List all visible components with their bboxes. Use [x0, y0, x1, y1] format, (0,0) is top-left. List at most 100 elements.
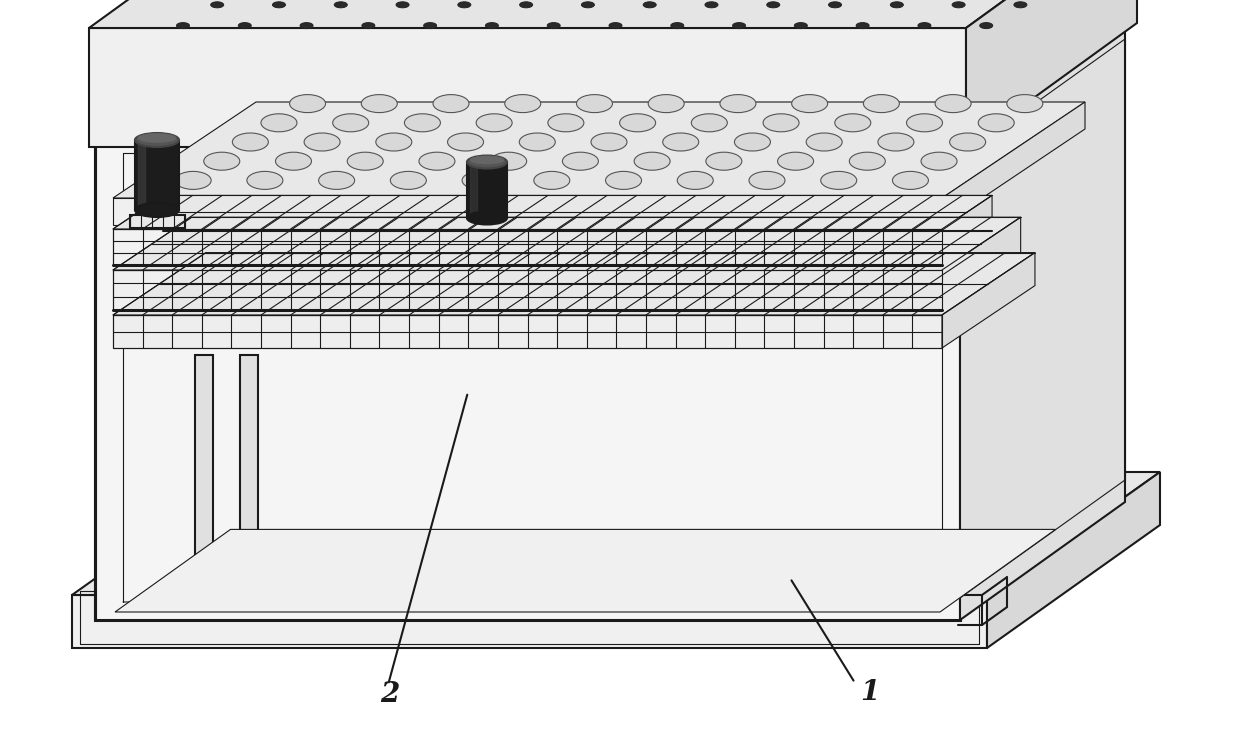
Ellipse shape	[582, 1, 594, 8]
Ellipse shape	[404, 114, 440, 132]
Ellipse shape	[361, 94, 397, 113]
Ellipse shape	[467, 156, 507, 169]
Ellipse shape	[734, 133, 770, 151]
Polygon shape	[470, 165, 477, 215]
Ellipse shape	[644, 1, 656, 8]
Ellipse shape	[396, 1, 409, 8]
Ellipse shape	[609, 23, 622, 29]
Ellipse shape	[980, 23, 993, 29]
Ellipse shape	[319, 171, 355, 189]
Ellipse shape	[376, 133, 412, 151]
Ellipse shape	[476, 114, 512, 132]
Ellipse shape	[763, 114, 799, 132]
Polygon shape	[113, 102, 1085, 198]
Text: 1: 1	[861, 680, 879, 706]
Ellipse shape	[733, 23, 745, 29]
FancyBboxPatch shape	[135, 140, 179, 210]
Ellipse shape	[505, 94, 541, 113]
Ellipse shape	[918, 23, 931, 29]
Ellipse shape	[706, 152, 742, 170]
Polygon shape	[89, 28, 966, 147]
Ellipse shape	[547, 23, 560, 29]
Polygon shape	[130, 215, 185, 228]
Ellipse shape	[591, 133, 627, 151]
Ellipse shape	[878, 133, 914, 151]
Polygon shape	[966, 0, 1137, 147]
Ellipse shape	[467, 211, 507, 224]
Ellipse shape	[1007, 94, 1043, 113]
Ellipse shape	[424, 23, 436, 29]
Ellipse shape	[662, 133, 698, 151]
Ellipse shape	[677, 171, 713, 189]
FancyBboxPatch shape	[467, 162, 507, 218]
Ellipse shape	[290, 94, 326, 113]
Ellipse shape	[749, 171, 785, 189]
Ellipse shape	[391, 171, 427, 189]
Ellipse shape	[135, 133, 179, 147]
Polygon shape	[942, 195, 992, 265]
Ellipse shape	[950, 133, 986, 151]
Polygon shape	[89, 0, 1137, 28]
Ellipse shape	[577, 94, 613, 113]
Ellipse shape	[260, 114, 296, 132]
Polygon shape	[113, 195, 992, 229]
Ellipse shape	[362, 23, 374, 29]
Ellipse shape	[238, 23, 252, 29]
Ellipse shape	[485, 23, 498, 29]
Polygon shape	[942, 253, 1035, 348]
Ellipse shape	[935, 94, 971, 113]
Ellipse shape	[273, 1, 285, 8]
Polygon shape	[195, 355, 213, 590]
Polygon shape	[95, 17, 1125, 135]
Ellipse shape	[863, 94, 899, 113]
Ellipse shape	[175, 171, 211, 189]
Ellipse shape	[795, 23, 807, 29]
Ellipse shape	[706, 1, 718, 8]
Ellipse shape	[563, 152, 599, 170]
Ellipse shape	[419, 152, 455, 170]
Ellipse shape	[692, 114, 728, 132]
Polygon shape	[95, 135, 960, 620]
Polygon shape	[113, 270, 942, 310]
Ellipse shape	[548, 114, 584, 132]
Ellipse shape	[304, 133, 340, 151]
Ellipse shape	[332, 114, 368, 132]
Polygon shape	[113, 198, 942, 225]
Ellipse shape	[520, 133, 556, 151]
Polygon shape	[113, 315, 942, 348]
Ellipse shape	[448, 133, 484, 151]
Ellipse shape	[463, 171, 498, 189]
Ellipse shape	[335, 1, 347, 8]
Polygon shape	[72, 472, 1159, 595]
Text: 2: 2	[381, 681, 399, 708]
Ellipse shape	[491, 152, 527, 170]
Ellipse shape	[828, 1, 842, 8]
Ellipse shape	[890, 1, 903, 8]
Ellipse shape	[605, 171, 641, 189]
Polygon shape	[960, 17, 1125, 620]
Polygon shape	[72, 595, 987, 648]
Ellipse shape	[347, 152, 383, 170]
Polygon shape	[113, 217, 1021, 270]
Ellipse shape	[921, 152, 957, 170]
Polygon shape	[942, 102, 1085, 225]
Ellipse shape	[978, 114, 1014, 132]
Ellipse shape	[176, 23, 190, 29]
Ellipse shape	[856, 23, 869, 29]
Ellipse shape	[835, 114, 870, 132]
Ellipse shape	[649, 94, 684, 113]
Ellipse shape	[275, 152, 311, 170]
Ellipse shape	[806, 133, 842, 151]
Ellipse shape	[671, 23, 683, 29]
Ellipse shape	[458, 1, 471, 8]
Ellipse shape	[211, 1, 223, 8]
Ellipse shape	[791, 94, 827, 113]
Ellipse shape	[247, 171, 283, 189]
Ellipse shape	[766, 1, 780, 8]
Ellipse shape	[849, 152, 885, 170]
Ellipse shape	[203, 152, 239, 170]
Ellipse shape	[720, 94, 756, 113]
Ellipse shape	[906, 114, 942, 132]
Ellipse shape	[893, 171, 929, 189]
Ellipse shape	[138, 134, 176, 143]
